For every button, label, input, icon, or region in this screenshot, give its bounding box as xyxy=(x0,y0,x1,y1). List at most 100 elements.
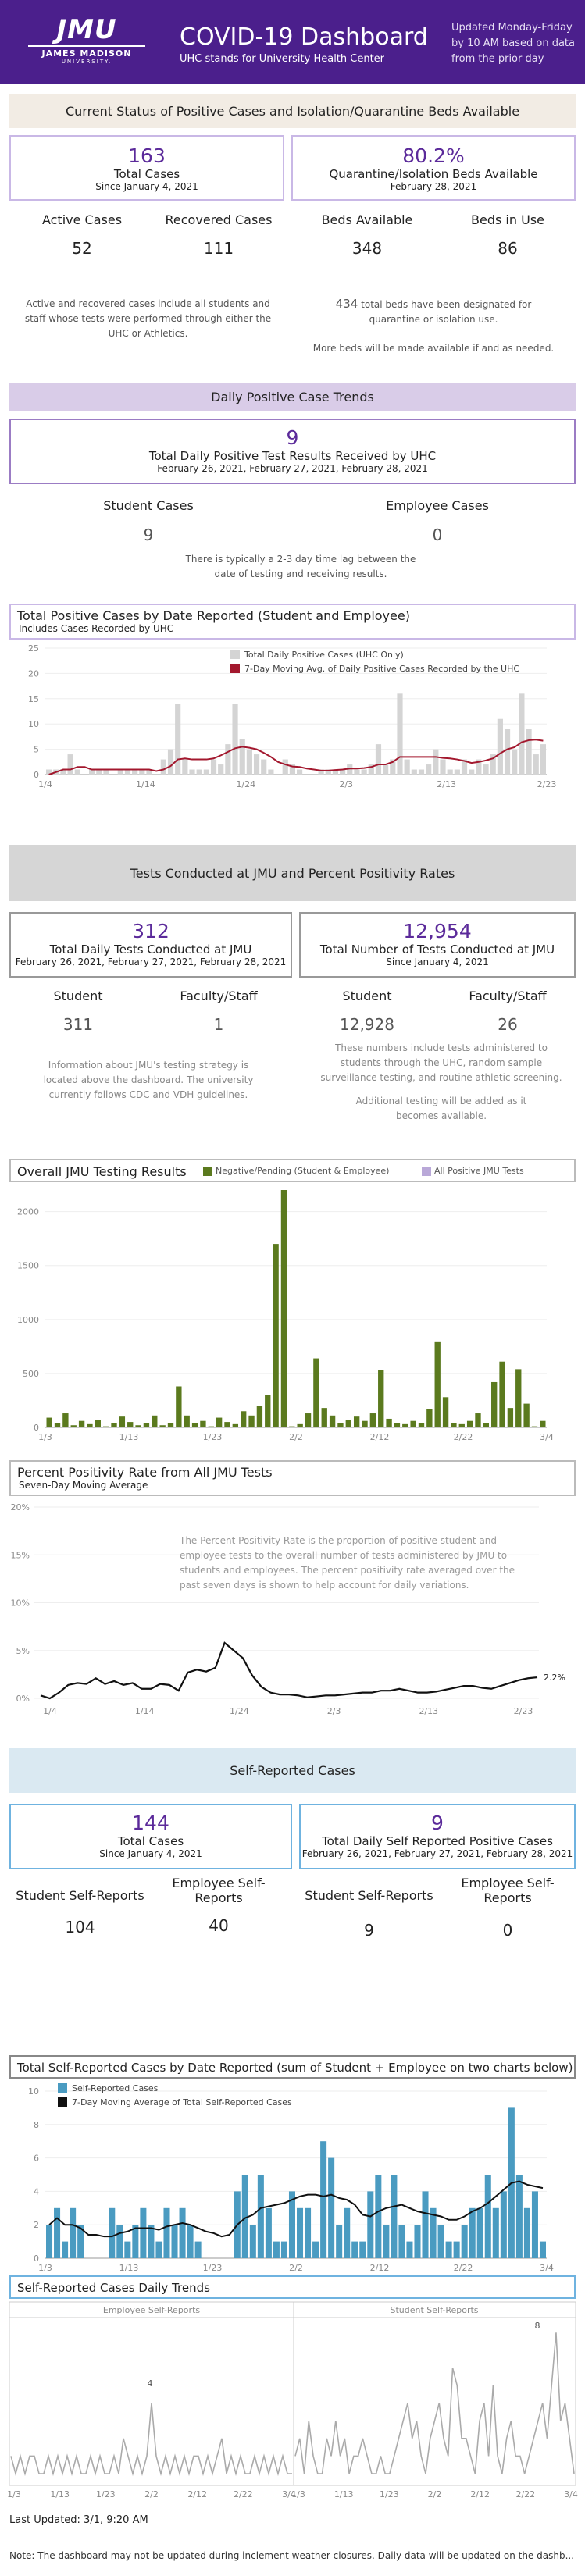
tests-faculty-label: Faculty/Staff xyxy=(180,989,258,1003)
chart4-bar xyxy=(500,2191,507,2258)
chart2-bar xyxy=(499,1361,505,1427)
total-cases-since: Since January 4, 2021 xyxy=(95,181,198,192)
chart1-bar xyxy=(261,759,267,775)
chart4-bar xyxy=(305,2207,312,2258)
x-tick-label: 1/14 xyxy=(135,1706,155,1716)
chart1-bar xyxy=(232,704,238,775)
x-tick-label: 1/13 xyxy=(334,2489,354,2499)
tests-include-note: These numbers include tests administered… xyxy=(320,1042,562,1083)
self-total-value: 144 xyxy=(132,1812,169,1834)
chart5-plot: 1/3 1/13 1/23 2/2 2/12 2/22 3/41/3 1/13 1/23 2/2 2… xyxy=(7,2332,578,2499)
recovered-cases-value: 111 xyxy=(203,239,234,258)
chart1-bar xyxy=(368,764,374,775)
chart2-bar xyxy=(87,1423,93,1427)
positivity-explanation: The Percent Positivity Rate is the propo… xyxy=(180,1535,515,1591)
chart1-bar xyxy=(397,693,403,775)
chart4-bar xyxy=(453,2241,460,2258)
chart2-bar xyxy=(216,1417,223,1427)
x-tick-label: 2/3 xyxy=(327,1706,341,1716)
chart2-bar xyxy=(70,1425,77,1427)
y-tick-label: 0% xyxy=(16,1694,30,1704)
chart3-positivity-line xyxy=(40,1641,538,1700)
chart1-legend-bars: Total Daily Positive Cases (UHC Only) xyxy=(244,650,404,660)
x-tick-label: 2/22 xyxy=(234,2489,253,2499)
chart1-bar xyxy=(182,759,188,775)
x-tick-label: 1/23 xyxy=(380,2489,399,2499)
chart4-legend-swatch-line xyxy=(58,2097,67,2107)
chart5-employee-peak-label: 4 xyxy=(148,2378,153,2389)
chart1-bar xyxy=(132,769,138,775)
chart4-bar xyxy=(187,2225,194,2258)
chart2-bar xyxy=(451,1423,457,1427)
chart4-legend-line: 7-Day Moving Average of Total Self-Repor… xyxy=(72,2097,292,2107)
y-tick-label: 10% xyxy=(11,1598,30,1609)
chart2-bar xyxy=(184,1415,190,1427)
chart2-bar xyxy=(176,1386,182,1427)
chart4-bar xyxy=(359,2241,366,2258)
x-tick-label: 2/12 xyxy=(187,2489,207,2499)
employee-cases-label: Employee Cases xyxy=(386,498,489,513)
chart2-bar xyxy=(256,1406,263,1427)
chart2-bar xyxy=(248,1415,255,1427)
chart2-bar xyxy=(95,1420,101,1427)
chart2-legend-swatch-pos xyxy=(422,1167,431,1176)
page-title: COVID-19 Dashboard xyxy=(180,23,428,51)
chart1-bar xyxy=(361,769,367,775)
total-tests-student-value: 12,928 xyxy=(340,1015,394,1034)
chart1-bar xyxy=(440,759,446,775)
chart2-bar xyxy=(265,1395,271,1427)
beds-pct-label: Quarantine/Isolation Beds Available xyxy=(329,167,538,181)
chart4-legend-swatch-bars xyxy=(58,2083,67,2093)
y-tick-label: 500 xyxy=(23,1369,39,1379)
x-tick-label: 2/22 xyxy=(454,1432,473,1442)
x-tick-label: 1/24 xyxy=(236,779,255,789)
tests-band: Tests Conducted at JMU and Percent Posit… xyxy=(9,845,576,901)
chart1-bar xyxy=(74,769,80,775)
chart2-bar xyxy=(159,1425,166,1427)
x-tick-label: 2/2 xyxy=(144,2489,159,2499)
chart4-bar xyxy=(422,2191,429,2258)
chart5-student-peak-label: 8 xyxy=(535,2321,540,2331)
chart2-bar xyxy=(224,1422,230,1427)
x-tick-label: 1/3 xyxy=(7,2489,21,2499)
chart1-bar xyxy=(297,769,303,775)
chart1-bar xyxy=(483,764,489,775)
x-tick-label: 3/4 xyxy=(282,2489,296,2499)
active-recovered-note: Active and recovered cases include all s… xyxy=(24,298,272,339)
footer-note: Note: The dashboard may not be updated d… xyxy=(9,2550,575,2561)
chart4-title: Total Self-Reported Cases by Date Report… xyxy=(17,2061,573,2075)
x-tick-label: 1/24 xyxy=(230,1706,249,1716)
chart1-bar xyxy=(203,769,209,775)
chart1-bar xyxy=(476,759,482,775)
chart1-bar xyxy=(96,769,102,775)
chart4-bar xyxy=(155,2241,162,2258)
chart1-bar xyxy=(89,769,95,775)
chart2-bar xyxy=(402,1423,408,1427)
beds-in-use-label: Beds in Use xyxy=(471,212,544,227)
chart1-bar xyxy=(454,769,460,775)
y-tick-label: 1500 xyxy=(17,1261,39,1271)
chart1-bar xyxy=(519,693,525,775)
tests-faculty-value: 1 xyxy=(213,1015,224,1034)
chart2-bar xyxy=(152,1415,158,1427)
last-updated: Last Updated: 3/1, 9:20 AM xyxy=(9,2514,148,2526)
chart4-bar xyxy=(163,2207,170,2258)
x-tick-label: 1/13 xyxy=(50,2489,70,2499)
y-tick-label: 0 xyxy=(34,2254,39,2264)
jmu-logo[interactable]: JMU JAMES MADISON UNIVERSITY. xyxy=(28,14,145,66)
x-tick-label: 2/3 xyxy=(339,779,353,789)
chart4-bar xyxy=(351,2241,358,2258)
chart1-bar xyxy=(67,754,73,775)
tests-student-value: 311 xyxy=(62,1015,94,1034)
chart2-bar xyxy=(191,1423,198,1427)
x-tick-label: 2/13 xyxy=(419,1706,438,1716)
x-tick-label: 3/4 xyxy=(540,2263,554,2273)
x-tick-label: 1/23 xyxy=(203,2263,223,2273)
logo-name: JAMES MADISON xyxy=(41,48,132,59)
chart1-moving-average-line xyxy=(48,739,544,775)
chart4-bar xyxy=(445,2241,452,2258)
x-tick-label: 2/23 xyxy=(514,1706,533,1716)
x-tick-label: 2/2 xyxy=(289,2263,303,2273)
x-tick-label: 1/13 xyxy=(119,2263,139,2273)
x-tick-label: 2/22 xyxy=(454,2263,473,2273)
